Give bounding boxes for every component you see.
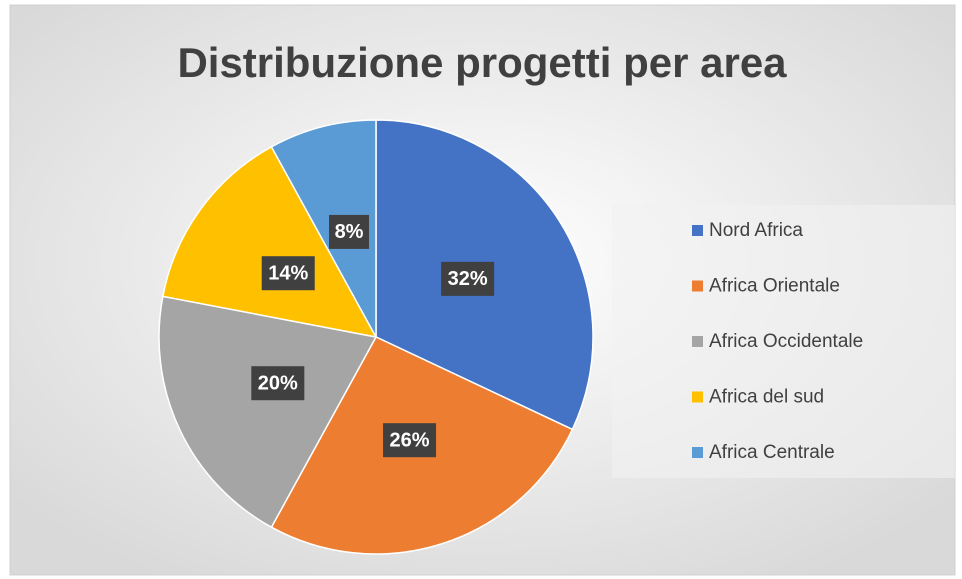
legend-label: Africa Centrale <box>709 442 835 463</box>
legend-label: Africa Occidentale <box>709 331 863 352</box>
pie-slice <box>158 295 378 529</box>
data-label: 26% <box>390 429 430 451</box>
data-label-box <box>329 214 370 249</box>
legend-label: Nord Africa <box>709 220 803 241</box>
legend-swatch <box>692 280 703 292</box>
legend-label: Africa Orientale <box>709 276 840 297</box>
pie-slice <box>161 145 378 339</box>
data-label-box <box>441 261 495 296</box>
legend-box <box>612 205 955 478</box>
data-label-box <box>251 366 305 401</box>
legend-label: Africa del sud <box>709 387 824 408</box>
pie-slice <box>270 119 377 338</box>
data-label: 8% <box>335 221 364 243</box>
legend-swatch <box>692 447 703 458</box>
chart-title: Distribuzione progetti per area <box>177 39 787 86</box>
data-label-box <box>383 423 437 458</box>
legend-swatch <box>692 336 703 347</box>
data-label-box <box>261 256 315 291</box>
data-label: 32% <box>448 268 488 290</box>
data-label: 20% <box>258 372 298 394</box>
legend-swatch <box>692 225 703 236</box>
data-label: 14% <box>268 263 308 285</box>
legend-swatch <box>692 391 703 403</box>
